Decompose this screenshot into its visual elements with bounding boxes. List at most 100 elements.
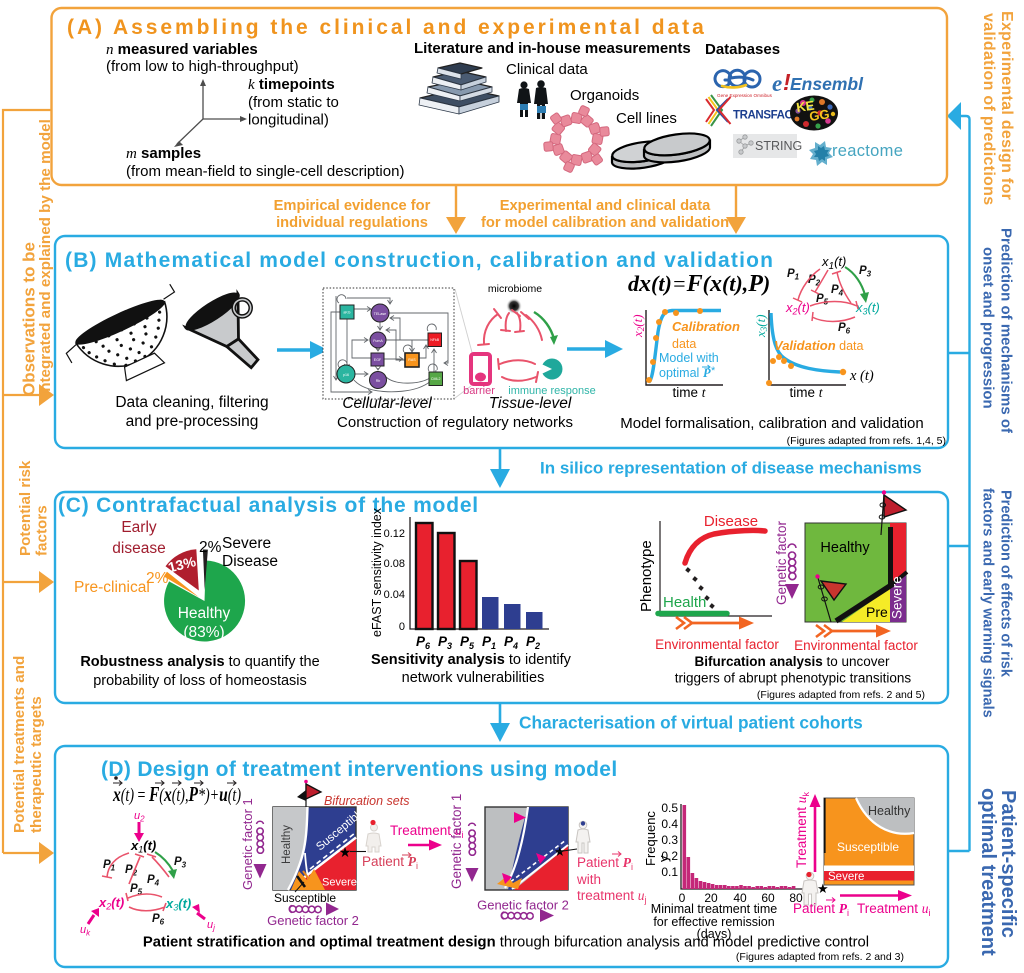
svg-text:data: data <box>672 337 696 351</box>
svg-text:Experimental design for: Experimental design for <box>998 11 1015 200</box>
svg-text:(A) Assembling the clinical an: (A) Assembling the clinical and experime… <box>67 16 707 39</box>
svg-text:factors: factors <box>34 505 51 556</box>
svg-text:GG: GG <box>808 106 830 124</box>
svg-text:Potential risk: Potential risk <box>17 460 34 556</box>
svg-text:Environmental factor: Environmental factor <box>655 637 779 652</box>
svg-text:Potential treatments and: Potential treatments and <box>11 656 28 833</box>
svg-text:0: 0 <box>679 891 686 905</box>
svg-text:x1(t): x1(t) <box>821 254 846 272</box>
svg-text:P: P <box>703 366 711 380</box>
svg-text:0.4: 0.4 <box>661 817 678 831</box>
svg-text:Data cleaning, filtering: Data cleaning, filtering <box>115 394 268 411</box>
svg-text:m samples: m samples <box>126 145 201 162</box>
svg-text:uk: uk <box>80 924 91 938</box>
svg-text:Severe: Severe <box>828 871 864 883</box>
svg-text:for effective remission: for effective remission <box>653 915 774 929</box>
svg-text:therapeutic targets: therapeutic targets <box>28 696 45 833</box>
svg-text:factors and early warning sig: factors and early warning signals <box>980 488 996 718</box>
svg-text:Disease: Disease <box>704 513 758 530</box>
svg-text:2%: 2% <box>199 539 222 556</box>
svg-text:(Figures adapted from refs. 2: (Figures adapted from refs. 2 and 3) <box>736 951 904 963</box>
svg-text:Gene Expression Omnibus: Gene Expression Omnibus <box>717 93 773 98</box>
svg-text:optimal: optimal <box>659 366 699 380</box>
svg-text:(D) Design of treatment interv: (D) Design of treatment interventions us… <box>101 758 618 781</box>
svg-text:Prediction of mechanisms of: Prediction of mechanisms of <box>998 228 1015 434</box>
svg-text:Patient-specific: Patient-specific <box>997 790 1019 938</box>
svg-text:Healthy: Healthy <box>281 825 293 864</box>
svg-text:20: 20 <box>704 891 718 905</box>
svg-text:Disease: Disease <box>222 553 278 570</box>
svg-text:TRANSFAC: TRANSFAC <box>733 110 793 122</box>
svg-text:Organoids: Organoids <box>570 87 639 104</box>
svg-text:x2(t): x2(t) <box>630 314 646 338</box>
svg-text:Severe: Severe <box>222 535 271 552</box>
svg-text:onset and progression: onset and progression <box>980 247 997 409</box>
svg-text:Treatment uk: Treatment uk <box>794 791 811 868</box>
svg-text:Patient Pi: Patient Pi <box>793 901 849 918</box>
svg-text:network vulnerabilities: network vulnerabilities <box>402 670 545 686</box>
svg-text:(from low to high-throughput): (from low to high-throughput) <box>106 58 299 75</box>
svg-text:longitudinal): longitudinal) <box>248 112 329 129</box>
svg-text:NFkB: NFkB <box>430 338 440 342</box>
svg-text:Model with: Model with <box>659 351 719 365</box>
svg-text:triggers of abrupt phenotypic: triggers of abrupt phenotypic transition… <box>675 671 912 686</box>
svg-text:Model formalisation, calibrati: Model formalisation, calibration and val… <box>620 415 924 432</box>
svg-text:FumA: FumA <box>373 339 383 343</box>
svg-text:Characterisation of virtual pa: Characterisation of virtual patient coho… <box>519 713 863 733</box>
svg-text:Early: Early <box>121 519 157 536</box>
svg-text:(from mean-field to single-cel: (from mean-field to single-cell descript… <box>126 163 404 180</box>
svg-text:Clinical data: Clinical data <box>506 61 588 78</box>
svg-text:Bifurcation analysis to uncove: Bifurcation analysis to uncover <box>694 654 890 669</box>
svg-text:13%: 13% <box>166 553 198 575</box>
svg-text:reactome: reactome <box>832 142 903 160</box>
svg-text:x3(t): x3(t) <box>855 300 880 317</box>
svg-text:0.3: 0.3 <box>661 833 678 847</box>
svg-text:Genetic factor 2: Genetic factor 2 <box>477 898 569 913</box>
svg-text:microbiome: microbiome <box>488 283 542 295</box>
svg-text:Empirical evidence for: Empirical evidence for <box>274 198 431 214</box>
svg-text:Patient stratification and opt: Patient stratification and optimal treat… <box>143 935 869 951</box>
svg-text:optimal treatment: optimal treatment <box>977 788 999 956</box>
svg-text:80: 80 <box>789 891 803 905</box>
svg-text:Susceptible: Susceptible <box>274 891 336 905</box>
svg-text:p16: p16 <box>343 373 349 377</box>
svg-text:dx(t)=F(x(t),P): dx(t)=F(x(t),P) <box>628 271 770 297</box>
svg-text:Health: Health <box>663 594 706 611</box>
svg-text:0.08: 0.08 <box>384 558 405 570</box>
svg-text:0.2: 0.2 <box>661 849 678 863</box>
svg-text:Observations to be: Observations to be <box>20 242 39 396</box>
svg-text:(B) Mathematical model constru: (B) Mathematical model construction, cal… <box>65 249 774 272</box>
svg-text:60: 60 <box>761 891 775 905</box>
svg-text:TELase: TELase <box>374 312 386 316</box>
svg-text:Prediction of effects of risk: Prediction of effects of risk <box>998 490 1014 678</box>
svg-text:with: with <box>576 872 601 887</box>
svg-text:CML2: CML2 <box>431 377 441 381</box>
svg-text:for model calibration and vali: for model calibration and validation <box>481 215 729 231</box>
svg-text:Pre-clinical: Pre-clinical <box>74 579 150 596</box>
svg-text:disease: disease <box>112 540 165 557</box>
svg-text:Databases: Databases <box>705 41 780 58</box>
svg-text:probability of loss of homeost: probability of loss of homeostasis <box>93 673 307 689</box>
svg-text:x (t): x (t) <box>849 368 874 384</box>
svg-text:0.1: 0.1 <box>661 865 678 879</box>
svg-text:x3(t): x3(t) <box>753 314 769 338</box>
svg-text:y: y <box>656 855 671 862</box>
svg-text:barrier: barrier <box>463 385 495 397</box>
svg-text:0.04: 0.04 <box>384 589 405 601</box>
svg-text:(Figures adapted from refs. 1,: (Figures adapted from refs. 1,4, 5) <box>787 435 946 447</box>
svg-text:x(t) = F(x(t),P*)+u(t): x(t) = F(x(t),P*)+u(t) <box>112 782 241 806</box>
svg-text:KE: KE <box>795 98 815 115</box>
svg-text:Genetic factor 2: Genetic factor 2 <box>267 913 359 928</box>
svg-text:Treatment ui: Treatment ui <box>857 901 931 918</box>
svg-text:Validation data: Validation data <box>774 338 863 353</box>
svg-text:RAS: RAS <box>408 358 416 362</box>
svg-text:Healthy: Healthy <box>178 605 231 622</box>
svg-text:2%: 2% <box>146 570 169 587</box>
svg-text:eFAST sensitivity index: eFAST sensitivity index <box>370 507 384 637</box>
svg-text:Cellular-level: Cellular-level <box>342 395 432 412</box>
svg-text:40: 40 <box>733 891 747 905</box>
svg-text:Healthy: Healthy <box>820 540 870 556</box>
svg-text:Cell lines: Cell lines <box>616 110 677 127</box>
svg-text:u2: u2 <box>134 810 145 824</box>
svg-text:aKG: aKG <box>343 311 350 315</box>
